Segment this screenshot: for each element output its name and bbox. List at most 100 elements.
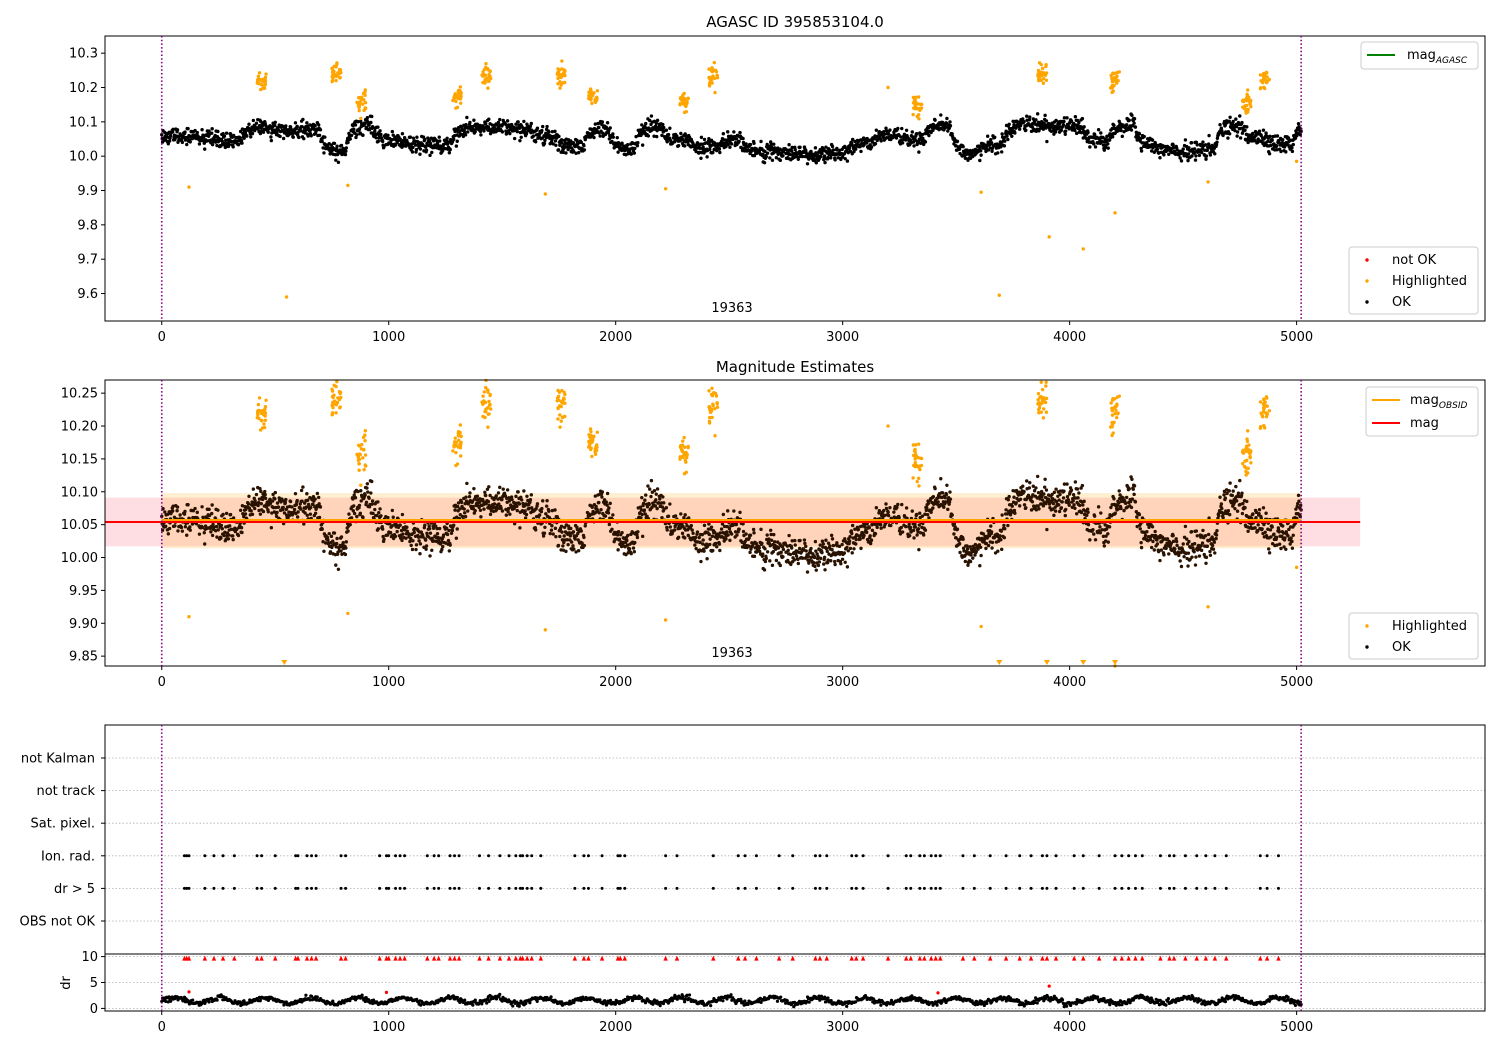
ok-point	[1008, 513, 1013, 517]
highlighted-point	[1041, 81, 1046, 85]
ok-point	[522, 119, 526, 124]
ok-point	[708, 542, 712, 547]
ok-point	[900, 141, 905, 145]
ok-point	[391, 515, 395, 519]
ok-point	[305, 121, 309, 125]
ok-point	[818, 154, 823, 159]
ok-point	[833, 158, 837, 162]
highlighted-point	[332, 74, 336, 78]
ok-point	[254, 121, 259, 125]
ok-point	[468, 491, 472, 495]
ok-point	[281, 505, 285, 510]
ok-point	[896, 126, 900, 131]
ok-point	[948, 490, 952, 494]
ok-point	[724, 537, 728, 541]
ok-point	[257, 123, 262, 128]
highlighted-point	[339, 70, 343, 75]
ok-point	[251, 487, 256, 491]
ok-point	[369, 491, 373, 495]
highlighted-point	[1112, 84, 1116, 88]
ok-point	[923, 140, 928, 144]
highlighted-point	[707, 81, 712, 85]
ok-point	[299, 488, 304, 493]
ok-point	[793, 543, 797, 547]
ok-point	[311, 494, 316, 499]
ok-point	[698, 146, 702, 150]
ok-point	[597, 511, 601, 515]
highlighted-point	[1038, 74, 1042, 79]
ok-point	[644, 121, 648, 126]
ok-point	[673, 514, 678, 518]
ok-point	[207, 129, 211, 133]
ok-point	[1045, 139, 1049, 144]
ok-point	[560, 538, 565, 542]
ok-point	[534, 507, 538, 511]
ok-point	[850, 137, 855, 142]
ok-point	[806, 554, 811, 559]
ok-point	[831, 148, 836, 152]
panel-agasc-xtick-label: 1000	[372, 330, 405, 345]
ok-point	[687, 516, 691, 520]
panel-agasc-legend-points: not OK Highlighted OK	[1348, 246, 1479, 315]
ok-point	[744, 532, 748, 536]
highlighted-point	[589, 98, 593, 102]
ok-point	[1002, 144, 1007, 148]
ok-point	[770, 158, 775, 162]
ok-point	[1298, 133, 1302, 137]
ok-point	[874, 506, 879, 510]
ok-point	[824, 546, 829, 551]
ok-point	[188, 140, 192, 144]
ok-point	[738, 510, 742, 515]
ok-point	[1267, 152, 1272, 156]
ok-point	[1290, 149, 1295, 154]
ok-point	[341, 540, 345, 545]
highlighted-point	[1115, 74, 1119, 78]
ok-point	[1057, 124, 1061, 128]
highlighted-point	[682, 110, 687, 115]
highlighted-point	[911, 112, 915, 117]
panel-agasc-ytick-label: 9.9	[77, 184, 98, 199]
ok-point	[336, 567, 341, 572]
ok-point	[955, 527, 960, 531]
ok-point	[748, 550, 752, 555]
ok-point	[744, 142, 748, 146]
highlighted-point	[1042, 76, 1046, 81]
ok-point	[320, 527, 324, 531]
ok-point	[816, 153, 820, 158]
ok-point	[366, 490, 370, 494]
ok-point	[352, 504, 356, 508]
ok-point	[452, 137, 456, 141]
ok-point	[1235, 124, 1239, 129]
ok-point	[738, 130, 742, 135]
ok-point	[566, 542, 570, 547]
ok-point	[510, 497, 514, 502]
ok-point	[859, 546, 863, 551]
ok-point	[519, 135, 523, 139]
ok-point	[261, 509, 266, 514]
ok-point	[545, 499, 549, 503]
ok-point	[166, 512, 170, 516]
ok-point	[714, 541, 718, 546]
ok-point	[173, 524, 177, 528]
ok-point	[790, 539, 794, 543]
ok-point	[305, 513, 309, 518]
highlighted-point	[187, 185, 191, 189]
highlighted-point	[707, 84, 712, 88]
ok-point	[556, 543, 561, 548]
ok-point	[939, 113, 943, 117]
ok-point	[228, 132, 233, 136]
ok-point	[211, 522, 215, 527]
ok-point	[803, 541, 807, 546]
ok-point	[557, 134, 561, 139]
ok-point	[200, 138, 205, 143]
highlighted-point	[458, 85, 463, 89]
ok-point	[454, 536, 459, 540]
panel-agasc-title: AGASC ID 395853104.0	[706, 13, 884, 31]
ok-point	[737, 527, 741, 531]
highlighted-point	[684, 99, 688, 104]
highlighted-point	[359, 116, 363, 121]
ok-point	[207, 507, 211, 512]
highlighted-point	[338, 75, 342, 80]
ok-point	[352, 493, 356, 497]
ok-point	[264, 505, 269, 509]
